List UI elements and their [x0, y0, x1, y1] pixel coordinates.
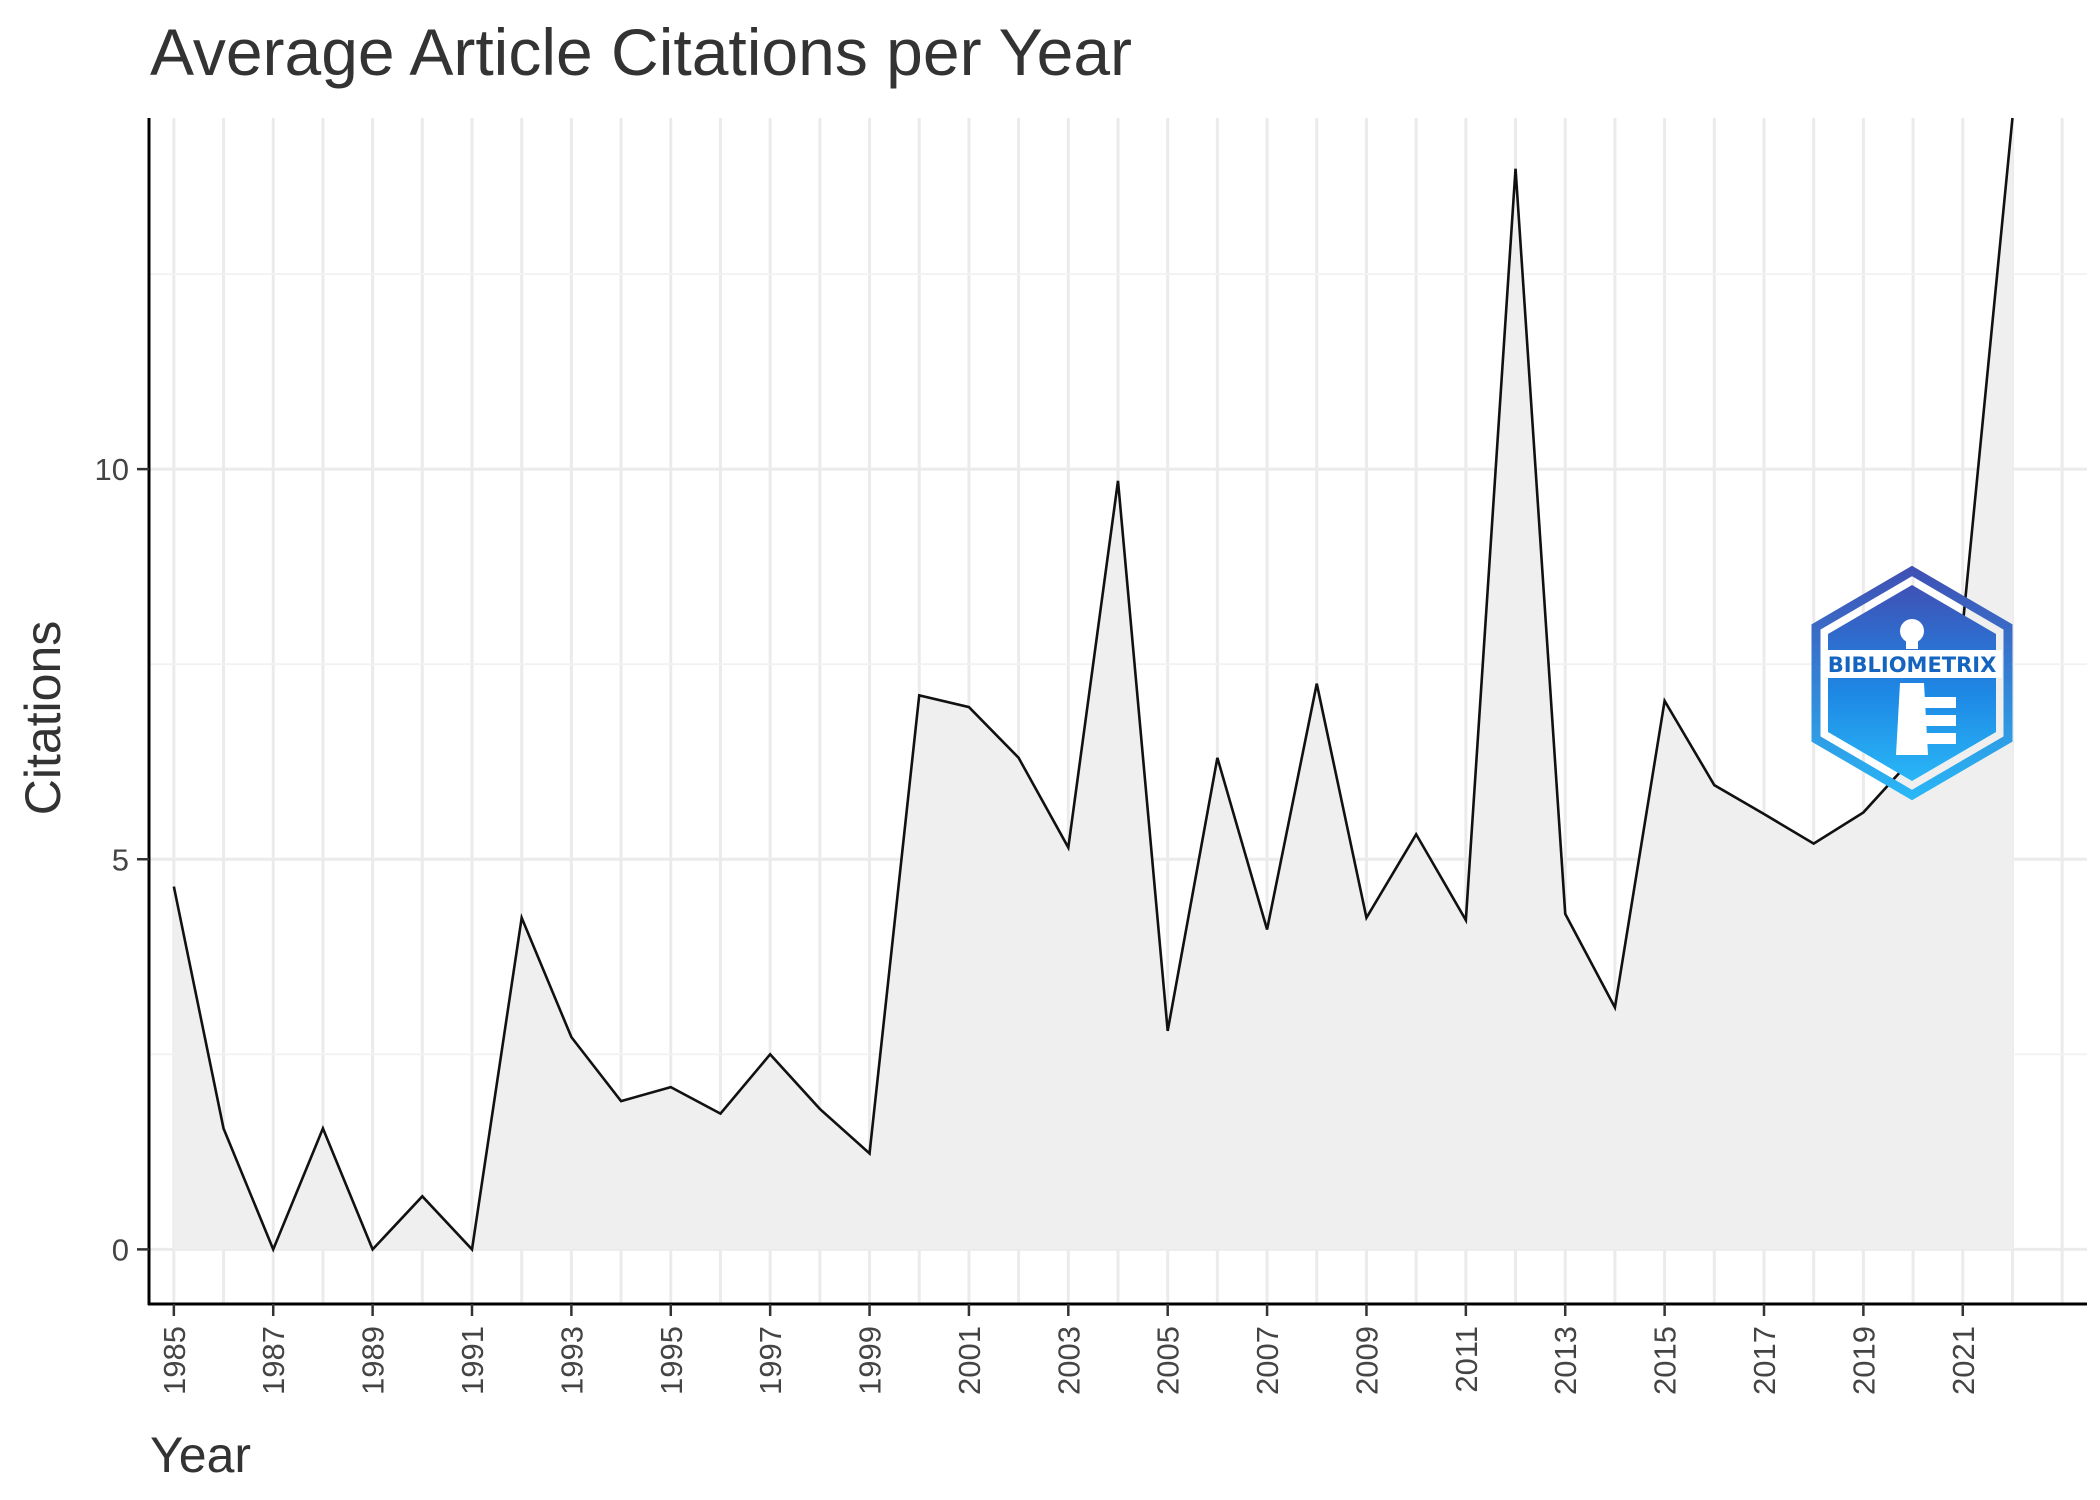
x-tick-label-2003: 2003	[1051, 1326, 1086, 1395]
x-tick-label-2021: 2021	[1946, 1326, 1981, 1395]
x-tick-label-1999: 1999	[853, 1326, 888, 1395]
x-tick-label-2019: 2019	[1846, 1326, 1881, 1395]
x-tick-label-1985: 1985	[157, 1326, 192, 1395]
x-tick-label-2011: 2011	[1449, 1326, 1484, 1393]
logo-hexagon-outer	[1811, 565, 2013, 801]
x-tick-label-2001: 2001	[952, 1326, 987, 1395]
chart-title: Average Article Citations per Year	[150, 15, 1132, 89]
x-tick-label-1987: 1987	[256, 1326, 291, 1395]
line-layer	[172, 117, 2014, 1253]
x-tick-label-1989: 1989	[356, 1326, 391, 1395]
series-area	[173, 118, 2013, 1250]
x-tick-label-2005: 2005	[1151, 1326, 1186, 1395]
bibliometrix-logo: BIBLIOMETRIX	[1811, 565, 2013, 801]
x-tick-label-2017: 2017	[1747, 1326, 1782, 1395]
x-tick-label-1993: 1993	[554, 1326, 589, 1395]
x-tick-label-2007: 2007	[1250, 1326, 1285, 1395]
x-tick-label-1997: 1997	[753, 1326, 788, 1395]
x-tick-label-2009: 2009	[1349, 1326, 1384, 1395]
logo-banner	[1822, 650, 2002, 678]
y-axis-title: Citations	[15, 621, 71, 816]
series-line	[172, 117, 2014, 1253]
x-tick-label-2013: 2013	[1548, 1326, 1583, 1395]
x-tick-label-2015: 2015	[1648, 1326, 1683, 1395]
y-tick-label-5: 5	[112, 842, 129, 877]
x-axis-title: Year	[150, 1427, 251, 1483]
logo-text: BIBLIOMETRIX	[1828, 653, 1997, 677]
x-tick-label-1991: 1991	[455, 1326, 490, 1395]
y-tick-label-0: 0	[112, 1232, 129, 1267]
area-layer	[173, 118, 2013, 1250]
y-tick-label-10: 10	[95, 452, 129, 487]
x-tick-label-1995: 1995	[654, 1326, 689, 1395]
ticks: 1985 1987 1989 1991 1993 1995 1997 1999 2001 2003…	[95, 452, 1981, 1395]
lighthouse-icon	[1896, 619, 1956, 755]
